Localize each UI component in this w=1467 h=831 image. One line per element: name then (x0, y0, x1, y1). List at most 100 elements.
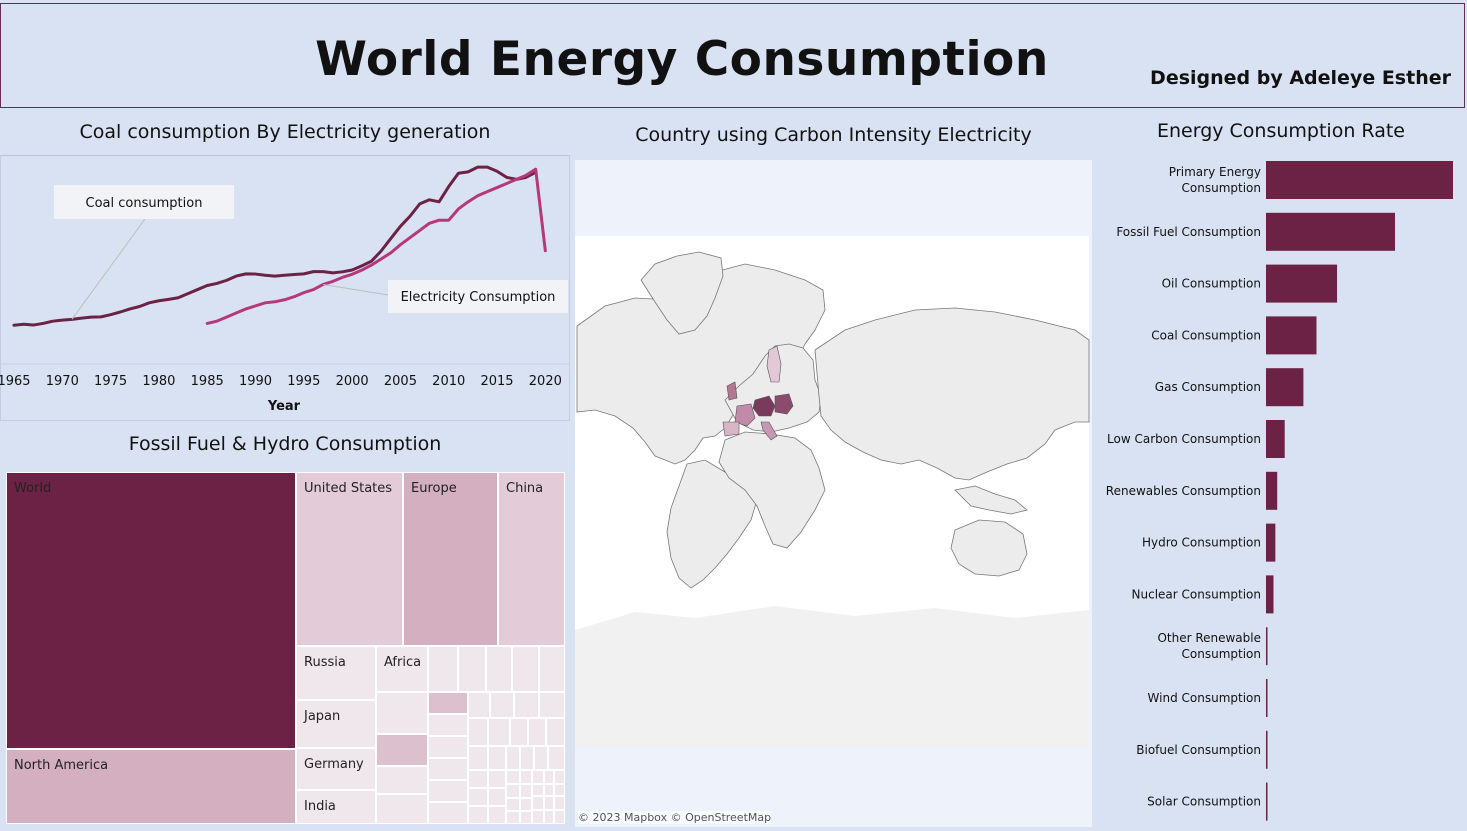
x-tick-label: 1975 (94, 374, 127, 389)
treemap-cell-small[interactable] (520, 811, 532, 824)
treemap-cell-small[interactable] (554, 810, 565, 824)
treemap-cell-small[interactable] (539, 646, 565, 692)
treemap-cell-small[interactable] (488, 718, 510, 746)
treemap-cell-small[interactable] (554, 784, 565, 796)
highlight-country-germany[interactable] (752, 395, 776, 417)
treemap-cell-small[interactable] (486, 646, 512, 692)
treemap-cell-small[interactable] (554, 796, 565, 810)
treemap-label: Africa (384, 655, 422, 670)
treemap-cell-india[interactable]: India (296, 790, 376, 824)
coal-annotation-box (54, 185, 234, 219)
treemap-cell-small[interactable] (428, 780, 468, 802)
treemap-cell-small[interactable] (428, 714, 468, 736)
treemap-cell-small[interactable] (488, 770, 506, 788)
treemap-cell-small[interactable] (506, 798, 520, 811)
treemap-cell-small[interactable] (539, 692, 565, 718)
greenland-shape (640, 251, 724, 335)
highlight-country-sweden[interactable] (766, 345, 782, 383)
treemap-cell-small[interactable] (468, 806, 488, 824)
treemap-cell-small[interactable] (376, 794, 428, 824)
treemap-cell-small[interactable] (490, 692, 514, 718)
treemap-cell-small[interactable] (376, 734, 428, 766)
treemap-cell-small[interactable] (512, 646, 539, 692)
highlight-country-spain[interactable] (722, 421, 740, 437)
treemap-cell-small[interactable] (468, 692, 490, 718)
treemap-cell-small[interactable] (554, 770, 565, 784)
treemap-cell-small[interactable] (506, 770, 520, 784)
treemap-cell-small[interactable] (532, 796, 544, 810)
treemap-cell-germany[interactable]: Germany (296, 748, 376, 790)
treemap-cell-japan[interactable]: Japan (296, 700, 376, 748)
treemap-cell-small[interactable] (510, 718, 528, 746)
treemap-cell-small[interactable] (376, 692, 428, 734)
bar[interactable] (1266, 471, 1278, 510)
treemap-cell-small[interactable] (506, 811, 520, 824)
treemap-cell-small[interactable] (468, 770, 488, 788)
treemap-cell-small[interactable] (428, 646, 458, 692)
treemap-cell-small[interactable] (532, 784, 544, 796)
treemap-cell-china[interactable]: China (498, 472, 565, 646)
bar-category-label: Gas Consumption (1155, 380, 1261, 394)
treemap-cell-small[interactable] (520, 784, 532, 798)
treemap-cell-small[interactable] (520, 798, 532, 811)
treemap-cell-small[interactable] (458, 646, 486, 692)
treemap-cell-small[interactable] (488, 788, 506, 806)
bar[interactable] (1266, 523, 1276, 562)
coal-annotation-leader (71, 218, 146, 320)
southeast-asia-shape (954, 485, 1028, 515)
coal-consumption-line[interactable] (12, 165, 538, 327)
bar-category-label: Wind Consumption (1148, 691, 1261, 705)
treemap-cell-small[interactable] (488, 746, 506, 770)
treemap-cell-small[interactable] (546, 718, 565, 746)
bar[interactable] (1266, 679, 1268, 717)
treemap-cell-small[interactable] (534, 746, 548, 770)
treemap-cell-small[interactable] (506, 746, 520, 770)
treemap-label: India (304, 799, 336, 814)
treemap-cell-north-america[interactable]: North America (6, 749, 296, 824)
treemap-cell-small[interactable] (532, 810, 544, 824)
treemap-cell-small[interactable] (488, 806, 506, 824)
treemap-cell-small[interactable] (428, 736, 468, 758)
treemap-label: Russia (304, 655, 346, 670)
bar[interactable] (1266, 782, 1268, 821)
treemap-cell-small[interactable] (532, 770, 544, 784)
treemap-cell-small[interactable] (520, 770, 532, 784)
treemap-cell-russia[interactable]: Russia (296, 646, 376, 700)
treemap-cell-small[interactable] (428, 802, 468, 824)
bar[interactable] (1266, 368, 1304, 407)
bar[interactable] (1266, 420, 1285, 458)
treemap-cell-small[interactable] (544, 770, 554, 784)
treemap-cell-small[interactable] (428, 758, 468, 780)
treemap-cell-africa[interactable]: Africa (376, 646, 428, 692)
bar[interactable] (1266, 264, 1338, 303)
treemap-cell-small[interactable] (528, 718, 546, 746)
treemap-cell-world[interactable]: World (6, 472, 296, 749)
highlight-country-poland[interactable] (774, 393, 794, 415)
electricity-consumption-line[interactable] (205, 167, 547, 325)
treemap-cell-small[interactable] (548, 746, 565, 770)
bar[interactable] (1266, 575, 1274, 614)
treemap-cell-small[interactable] (544, 784, 554, 796)
treemap-cell-small[interactable] (514, 692, 539, 718)
treemap-cell-small[interactable] (506, 784, 520, 798)
treemap-cell-small[interactable] (520, 746, 534, 770)
bar[interactable] (1266, 627, 1268, 666)
bar[interactable] (1266, 212, 1396, 251)
highlight-country-france[interactable] (734, 403, 756, 427)
bar[interactable] (1266, 316, 1317, 355)
highlight-country-italy[interactable] (760, 421, 778, 441)
treemap-cell-small[interactable] (468, 718, 488, 746)
bar[interactable] (1266, 161, 1453, 199)
treemap-cell-small[interactable] (376, 766, 428, 794)
treemap-cell-small[interactable] (428, 692, 468, 714)
highlight-country-uk[interactable] (726, 381, 738, 401)
x-axis-label: Year (267, 399, 301, 414)
treemap-cell-small[interactable] (544, 796, 554, 810)
treemap-cell-europe[interactable]: Europe (403, 472, 498, 646)
treemap-cell-united-states[interactable]: United States (296, 472, 403, 646)
bar[interactable] (1266, 730, 1268, 769)
treemap-cell-small[interactable] (544, 810, 554, 824)
treemap-cell-small[interactable] (468, 788, 488, 806)
map-panel[interactable]: © 2023 Mapbox © OpenStreetMap (575, 160, 1092, 827)
treemap-cell-small[interactable] (468, 746, 488, 770)
